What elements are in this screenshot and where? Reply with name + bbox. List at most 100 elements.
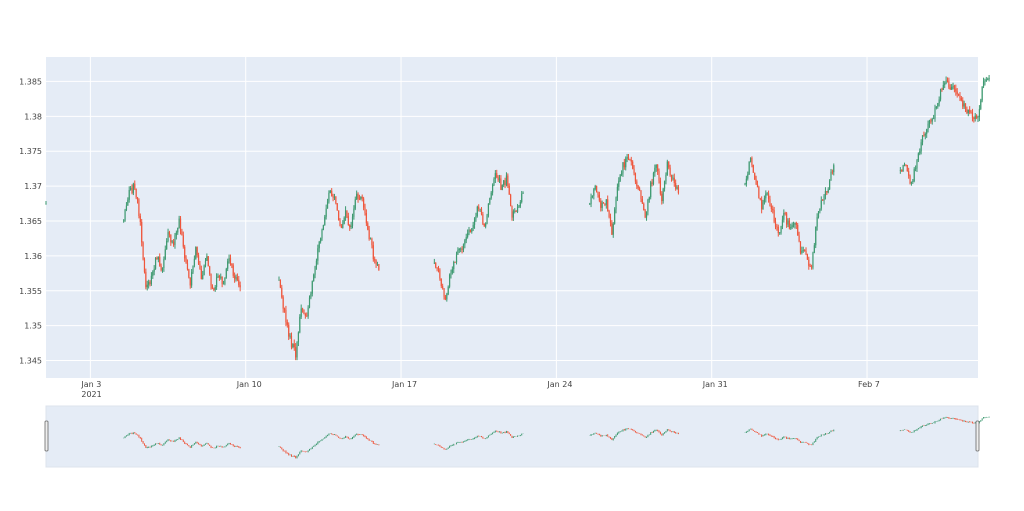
candle-body <box>435 262 437 268</box>
candle-body <box>433 262 435 264</box>
candle-body <box>830 171 832 181</box>
candle-body <box>919 151 921 154</box>
candle-body <box>676 187 678 189</box>
candle-body <box>128 189 130 200</box>
candle-body <box>665 174 667 182</box>
candle-body <box>510 194 512 207</box>
candle-body <box>156 257 158 260</box>
candle-body <box>663 181 666 189</box>
candle-body <box>787 220 789 225</box>
candle-body <box>290 335 293 348</box>
rangeslider-handles[interactable] <box>44 420 980 452</box>
x-tick-label: Jan 10 <box>236 380 262 389</box>
candle-body <box>978 108 980 117</box>
candle-body <box>203 265 205 276</box>
candle-body <box>598 194 600 201</box>
candle-body <box>662 188 664 202</box>
candle-body <box>783 213 785 220</box>
candle-body <box>790 227 792 229</box>
rangeslider-preview <box>45 416 990 459</box>
candle-body <box>809 265 811 267</box>
candle-body <box>356 193 358 200</box>
candle-body <box>228 258 230 262</box>
rangeslider-right-handle[interactable] <box>975 420 980 452</box>
candle-body <box>295 347 297 358</box>
candle-body <box>942 84 944 90</box>
candle-body <box>206 256 208 261</box>
y-tick-label: 1.385 <box>19 77 42 86</box>
candle-body <box>349 225 351 228</box>
candle-body <box>600 200 602 208</box>
candle-body <box>333 196 336 198</box>
candle-body <box>215 277 218 287</box>
candle-body <box>590 196 592 205</box>
candle-body <box>924 133 926 136</box>
rangeslider-left-handle[interactable] <box>44 420 49 452</box>
candle-body <box>188 269 190 278</box>
candle-body <box>489 198 491 204</box>
y-tick-label: 1.37 <box>24 182 42 191</box>
candle-body <box>185 258 187 264</box>
candle-body <box>917 153 919 161</box>
candle-body <box>770 205 772 209</box>
candle-body <box>643 203 645 211</box>
candle-body <box>913 168 915 182</box>
candle-body <box>957 94 960 96</box>
candle-body <box>207 256 209 267</box>
candle-body <box>666 161 668 175</box>
candle-body <box>516 207 519 212</box>
candle-body <box>174 235 176 245</box>
candle-body <box>604 203 606 205</box>
candle-body <box>491 185 494 193</box>
candle-body <box>937 103 939 107</box>
candle-body <box>824 191 827 196</box>
candle-body <box>182 235 184 247</box>
candle-body <box>338 210 340 221</box>
candle-body <box>921 135 924 143</box>
candle-body <box>364 207 366 214</box>
candle-body <box>214 286 216 290</box>
candle-body <box>483 223 485 227</box>
candle-body <box>912 181 914 182</box>
candle-body <box>748 161 750 175</box>
y-tick-label: 1.345 <box>19 357 42 366</box>
candle-body <box>766 193 768 195</box>
candle-body <box>211 285 214 289</box>
candle-body <box>765 193 767 199</box>
candle-body <box>303 309 305 315</box>
candle-body <box>658 170 660 181</box>
candle-body <box>594 185 596 190</box>
candle-body <box>946 80 949 82</box>
candle-body <box>806 254 809 260</box>
candle-body <box>301 308 304 310</box>
candle-body <box>956 91 958 95</box>
x-tick-label: Feb 7 <box>858 380 880 389</box>
candle-body <box>289 335 291 337</box>
candle-body <box>923 135 925 136</box>
candle-body <box>224 277 226 284</box>
candle-body <box>792 224 795 226</box>
candle-body <box>637 186 639 189</box>
candle-body <box>199 263 201 270</box>
candle-body <box>507 175 509 186</box>
candle-body <box>505 175 508 185</box>
candle-body <box>902 165 904 172</box>
candle-body <box>939 89 942 100</box>
candle-body <box>616 186 619 198</box>
candle-body <box>127 199 129 206</box>
candle-body <box>819 208 821 212</box>
candle-body <box>442 286 444 289</box>
candle-body <box>813 245 815 253</box>
candle-body <box>342 223 344 228</box>
candle-body <box>930 120 932 122</box>
candle-body <box>501 185 503 190</box>
candle-body <box>191 272 193 286</box>
candle-body <box>480 208 483 215</box>
candle-body <box>496 173 498 178</box>
candle-body <box>329 190 331 193</box>
candle-body <box>512 211 514 218</box>
candle-body <box>358 198 361 200</box>
candle-body <box>673 177 675 183</box>
